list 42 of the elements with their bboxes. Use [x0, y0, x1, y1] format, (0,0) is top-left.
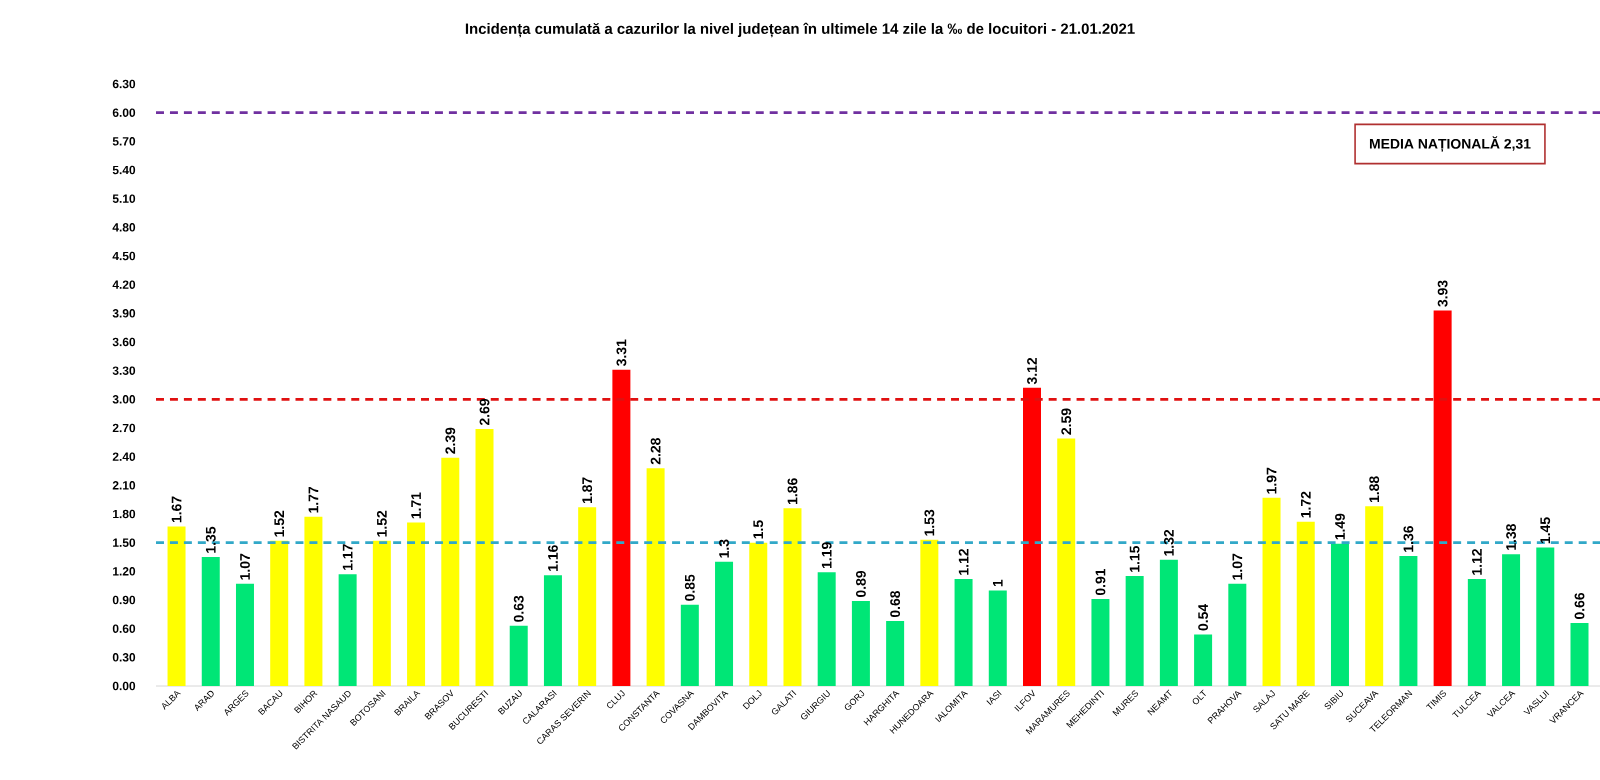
bar: [1536, 547, 1555, 686]
bar: [886, 621, 905, 686]
bar: [578, 507, 597, 686]
bar: [1023, 387, 1041, 686]
bar: [851, 600, 870, 686]
bar: [1228, 583, 1247, 686]
bar: [201, 557, 220, 686]
bar: [646, 468, 665, 686]
bar: [1433, 310, 1452, 686]
bar: [1194, 634, 1213, 686]
bar: [1262, 497, 1281, 686]
bar: [304, 516, 323, 686]
bar: [167, 526, 186, 686]
bar: [372, 540, 391, 686]
bar: [1365, 506, 1384, 686]
bar: [543, 575, 562, 686]
bar: [954, 578, 973, 686]
bar: [270, 540, 289, 686]
bar: [715, 561, 734, 686]
bar: [1330, 543, 1349, 686]
bar: [1570, 622, 1589, 686]
bar: [1399, 556, 1418, 686]
bar: [749, 542, 768, 686]
bar: [1125, 576, 1144, 686]
bar: [475, 428, 494, 686]
bar: [338, 574, 357, 686]
bar: [1502, 554, 1521, 686]
bar: [1159, 559, 1178, 686]
bar: [1296, 521, 1315, 686]
bar: [1091, 599, 1110, 686]
bar: [441, 457, 460, 686]
bar: [783, 508, 802, 686]
bar: [1467, 578, 1486, 686]
bar: [680, 604, 699, 686]
bar: [509, 625, 528, 686]
bar: [235, 583, 254, 686]
bar: [1057, 438, 1076, 686]
bar: [817, 572, 836, 686]
bar: [407, 522, 426, 686]
bar: [920, 539, 939, 686]
bar: [988, 590, 1007, 686]
bar: [612, 369, 631, 686]
